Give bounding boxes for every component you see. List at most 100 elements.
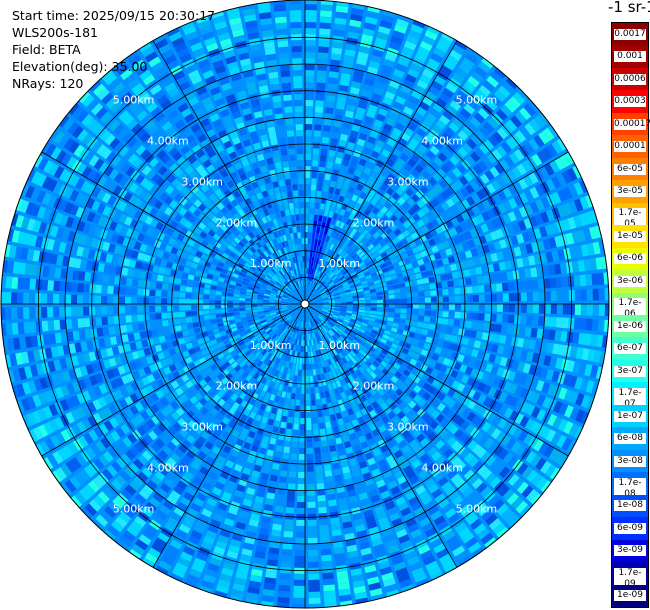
gate-cell bbox=[431, 245, 439, 253]
gate-cell bbox=[489, 230, 499, 241]
gate-cell bbox=[472, 391, 482, 401]
gate-cell bbox=[498, 261, 507, 271]
gate-cell bbox=[502, 304, 509, 313]
gate-cell bbox=[314, 263, 318, 270]
gate-cell bbox=[29, 292, 36, 304]
gate-cell bbox=[299, 435, 305, 442]
gate-cell bbox=[361, 280, 368, 285]
gate-cell bbox=[404, 355, 412, 363]
gate-cell bbox=[382, 58, 395, 68]
gate-cell bbox=[221, 309, 228, 313]
gate-cell bbox=[328, 505, 338, 513]
gate-cell bbox=[370, 343, 378, 349]
gate-cell bbox=[394, 304, 401, 308]
gate-cell bbox=[310, 244, 314, 251]
gate-cell bbox=[420, 225, 429, 234]
gate-cell bbox=[456, 382, 466, 393]
gate-cell bbox=[380, 338, 388, 344]
gate-cell bbox=[233, 304, 240, 308]
gate-cell bbox=[311, 405, 317, 412]
gate-cell bbox=[278, 482, 287, 489]
gate-cell bbox=[335, 332, 341, 338]
gate-cell bbox=[319, 314, 325, 319]
gate-cell bbox=[436, 259, 444, 267]
gate-cell bbox=[307, 519, 317, 526]
gate-cell bbox=[466, 295, 473, 303]
gate-cell bbox=[495, 431, 507, 443]
gate-cell bbox=[137, 297, 144, 304]
gate-cell bbox=[306, 262, 309, 269]
gate-cell bbox=[474, 147, 486, 159]
gate-cell bbox=[591, 381, 599, 395]
gate-cell bbox=[476, 202, 486, 212]
gate-cell bbox=[530, 492, 542, 505]
gate-cell bbox=[479, 341, 487, 350]
gate-cell bbox=[382, 290, 389, 295]
gate-cell bbox=[473, 112, 486, 124]
gate-cell bbox=[579, 378, 589, 392]
gate-cell bbox=[322, 274, 328, 281]
gate-cell bbox=[367, 281, 375, 287]
gate-cell bbox=[324, 261, 329, 268]
gate-cell bbox=[512, 477, 525, 491]
gate-cell bbox=[137, 288, 144, 296]
gate-cell bbox=[589, 334, 598, 347]
gate-cell bbox=[472, 294, 479, 302]
gate-cell bbox=[387, 336, 395, 342]
gate-cell bbox=[542, 127, 555, 141]
gate-cell bbox=[572, 332, 580, 344]
gate-cell bbox=[400, 309, 407, 314]
gate-cell bbox=[53, 280, 61, 292]
gate-cell bbox=[478, 285, 485, 293]
gate-cell bbox=[311, 166, 318, 173]
gate-cell bbox=[366, 10, 380, 20]
gate-cell bbox=[314, 269, 318, 276]
gate-cell bbox=[524, 418, 535, 431]
gate-cell bbox=[370, 272, 378, 278]
gate-cell bbox=[385, 248, 393, 255]
gate-cell bbox=[476, 350, 485, 360]
gate-cell bbox=[452, 391, 461, 401]
gate-cell bbox=[516, 462, 529, 476]
gate-cell bbox=[524, 203, 534, 216]
gate-cell bbox=[293, 423, 299, 430]
gate-cell bbox=[318, 518, 329, 526]
gate-cell bbox=[322, 578, 335, 586]
gate-cell bbox=[342, 61, 354, 69]
gate-cell bbox=[440, 131, 452, 142]
gate-cell bbox=[298, 447, 305, 454]
gate-cell bbox=[345, 218, 352, 226]
gate-cell bbox=[143, 289, 150, 296]
gate-cell bbox=[173, 305, 180, 311]
gate-cell bbox=[356, 285, 363, 290]
gate-cell bbox=[65, 306, 72, 317]
gate-cell bbox=[391, 279, 399, 285]
gate-cell bbox=[411, 222, 420, 231]
gate-cell bbox=[320, 203, 325, 210]
gate-cell bbox=[498, 466, 511, 479]
gate-cell bbox=[368, 236, 376, 243]
gate-cell bbox=[435, 119, 447, 130]
gate-cell bbox=[119, 315, 126, 324]
gate-cell bbox=[53, 319, 61, 331]
gate-cell bbox=[414, 148, 424, 159]
gate-cell bbox=[573, 215, 583, 228]
gate-cell bbox=[322, 308, 329, 312]
gate-cell bbox=[336, 320, 343, 325]
gate-cell bbox=[395, 95, 407, 105]
gate-cell bbox=[398, 224, 407, 233]
gate-cell bbox=[498, 404, 509, 416]
gate-cell bbox=[420, 195, 430, 205]
gate-cell bbox=[415, 347, 423, 354]
gate-cell bbox=[573, 198, 584, 212]
gate-cell bbox=[370, 170, 379, 179]
gate-cell bbox=[312, 423, 319, 430]
gate-cell bbox=[125, 306, 132, 314]
gate-cell bbox=[370, 198, 378, 207]
gate-cell bbox=[395, 254, 404, 262]
gate-cell bbox=[406, 35, 419, 45]
gate-cell bbox=[446, 326, 454, 334]
gate-cell bbox=[580, 394, 591, 409]
gate-cell bbox=[412, 375, 421, 384]
gate-cell bbox=[518, 430, 529, 442]
